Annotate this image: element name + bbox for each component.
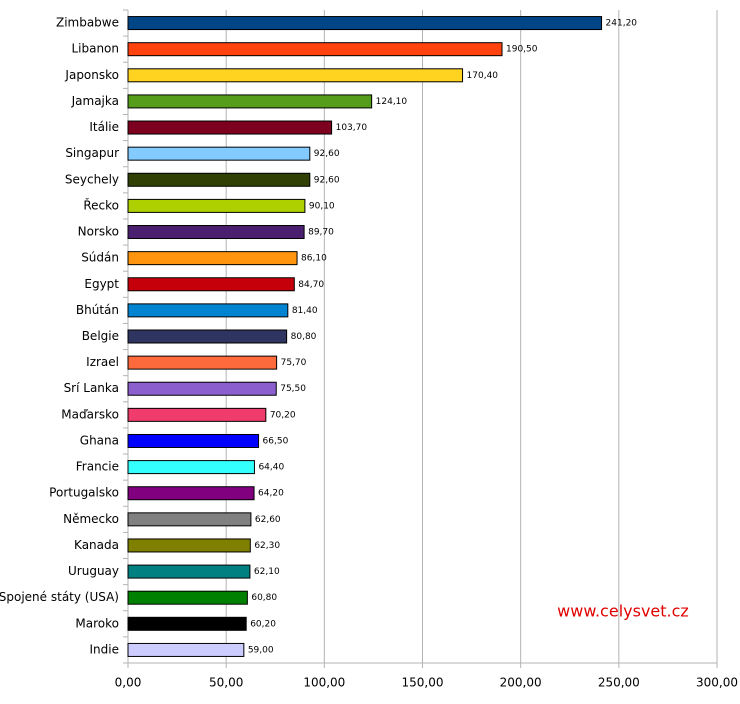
y-tick-label: Spojené státy (USA) [0,590,119,604]
y-tick-label: Jamajka [71,94,119,108]
value-label: 80,80 [291,332,317,342]
bar [127,538,251,553]
y-tick-label: Srí Lanka [64,381,119,395]
y-tick-label: Francie [76,460,119,474]
value-label: 75,50 [280,384,306,394]
bar [127,68,464,83]
y-tick-label: Řecko [83,197,119,212]
bar [127,564,251,579]
y-tick-label: Maroko [75,616,119,630]
value-label: 75,70 [281,358,307,368]
x-tick-label: 300,00 [696,676,738,690]
bar [127,225,305,240]
bar [127,94,373,109]
bar [127,303,289,318]
bar [127,277,295,292]
y-tick-label: Seychely [65,172,119,186]
bar [127,16,603,31]
bar [127,460,255,475]
x-tick-label: 150,00 [402,676,444,690]
value-label: 170,40 [467,71,499,81]
y-tick-label: Kanada [74,538,119,552]
y-tick-label: Belgie [82,329,119,343]
bar [127,172,311,187]
y-tick-label: Maďarsko [61,407,119,421]
bar [127,251,298,266]
value-label: 241,20 [606,19,638,29]
value-label: 70,20 [270,410,296,420]
value-label: 86,10 [301,254,327,264]
value-label: 90,10 [309,201,335,211]
value-label: 81,40 [292,306,318,316]
bar [127,42,503,57]
x-tick-label: 250,00 [598,676,640,690]
bar [127,433,260,448]
annotation: www.celysvet.cz [557,602,689,621]
value-label: 64,40 [258,463,284,473]
value-label: 64,20 [258,489,284,499]
y-tick-label: Indie [90,642,119,656]
x-tick-label: 200,00 [500,676,542,690]
value-label: 62,60 [255,515,281,525]
y-tick-label: Itálie [89,120,119,134]
x-tick-label: 50,00 [209,676,243,690]
y-tick-label: Súdán [81,251,119,265]
value-label: 84,70 [298,280,324,290]
bar [127,590,248,605]
bar [127,329,288,344]
y-tick-label: Ghana [80,433,119,447]
value-label: 60,80 [251,593,277,603]
value-label: 60,20 [250,619,276,629]
bar [127,616,247,631]
y-tick-label: Izrael [86,355,119,369]
y-tick-label: Bhútán [76,303,119,317]
bar [127,146,311,161]
value-label: 66,50 [263,436,289,446]
value-label: 124,10 [376,97,408,107]
bar [127,120,333,135]
value-label: 92,60 [314,149,340,159]
bar [127,381,277,396]
value-label: 62,30 [254,541,280,551]
value-label: 190,50 [506,45,538,55]
value-label: 103,70 [336,123,368,133]
value-label: 59,00 [248,645,274,655]
bar [127,407,267,422]
y-tick-label: Libanon [71,42,119,56]
bar [127,486,255,501]
y-tick-label: Německo [63,512,119,526]
bar [127,198,306,213]
value-label: 92,60 [314,175,340,185]
x-tick-label: 100,00 [303,676,345,690]
y-tick-label: Egypt [84,277,119,291]
y-tick-label: Zimbabwe [56,16,119,30]
value-label: 62,10 [254,567,280,577]
y-tick-label: Singapur [65,146,119,160]
y-tick-label: Portugalsko [49,486,119,500]
bar [127,642,245,657]
y-tick-label: Uruguay [68,564,119,578]
x-tick-label: 0,00 [115,676,142,690]
y-tick-label: Norsko [78,225,119,239]
y-tick-label: Japonsko [64,68,119,82]
bar [127,512,252,527]
value-label: 89,70 [308,228,334,238]
bar [127,355,278,370]
